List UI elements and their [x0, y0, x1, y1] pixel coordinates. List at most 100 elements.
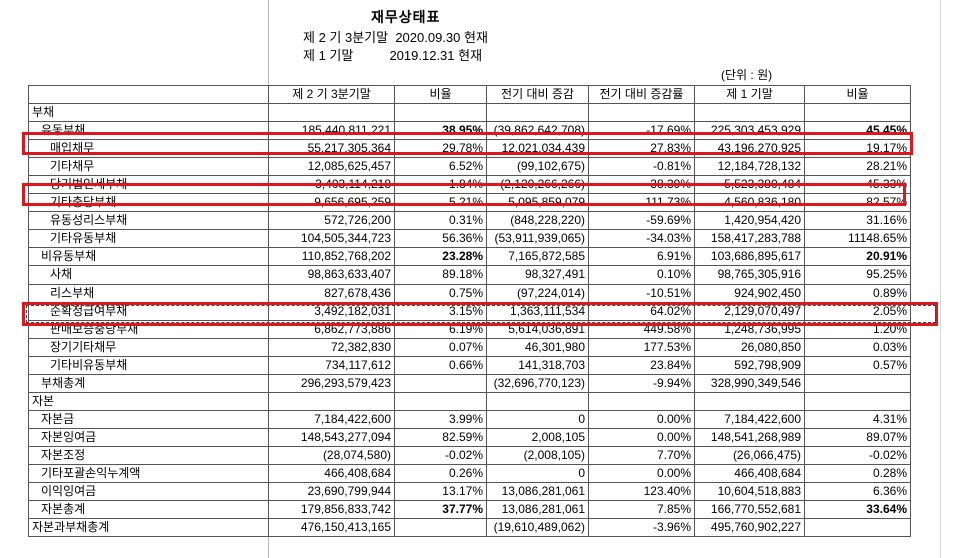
change-cell: (19,610,489,062) — [486, 518, 589, 538]
grid-edge-line — [940, 0, 941, 558]
prior-period-cell: 495,760,902,227 — [694, 518, 805, 538]
table-row: 기타비유동부채 734,117,612 0.66% 141,318,703 23.84%… — [28, 355, 911, 375]
current-ratio-cell — [394, 518, 487, 538]
header-prior-period: 제 1 기말 — [694, 84, 805, 105]
current-ratio-cell: 13.17% — [394, 482, 487, 502]
current-period-cell: 7,184,422,600 — [268, 409, 395, 429]
prior-period-cell: 103,686,895,617 — [694, 247, 805, 267]
prior-period-cell: 12,184,728,132 — [694, 157, 805, 177]
change-cell: 1,363,111,534 — [486, 301, 589, 321]
change-rate-cell: -17.69% — [588, 121, 695, 141]
prior-period-cell: 466,408,684 — [694, 463, 805, 484]
prior-period-cell: 148,541,268,989 — [694, 427, 805, 447]
table-row: 당기법인세부채 3,403,114,218 1.84% (2,120,266,266)… — [28, 175, 911, 195]
change-cell: 98,327,491 — [486, 265, 589, 285]
account-name: 기타충당부채 — [28, 193, 269, 213]
change-cell: (848,228,220) — [486, 211, 589, 231]
change-rate-cell: 23.84% — [588, 355, 695, 375]
prior-ratio-cell: 89.07% — [804, 427, 911, 447]
account-name: 당기법인세부채 — [28, 175, 269, 195]
prior-period-cell: 1,248,736,995 — [694, 319, 805, 339]
prior-period-cell: 1,420,954,420 — [694, 211, 805, 231]
prior-ratio-cell: 0.57% — [804, 355, 911, 375]
account-name: 이익잉여금 — [28, 482, 269, 502]
table-row: 이익잉여금 23,690,799,944 13.17% 13,086,281,061 1… — [28, 482, 911, 502]
change-rate-cell — [588, 391, 695, 411]
account-name: 부채총계 — [28, 373, 269, 393]
prior-period-cell: 2,129,070,497 — [694, 301, 805, 321]
change-rate-cell: -3.96% — [588, 518, 695, 538]
current-ratio-cell: 38.95% — [394, 121, 487, 141]
header-prior-ratio: 비율 — [804, 84, 911, 105]
change-cell: 7,165,872,585 — [486, 247, 589, 267]
prior-ratio-cell — [804, 373, 911, 393]
current-ratio-cell: 56.36% — [394, 229, 487, 249]
table-row: 기타채무 12,085,625,457 6.52% (99,102,675) -0.81… — [28, 157, 911, 177]
current-period-cell: 466,408,684 — [268, 463, 395, 484]
change-cell: (97,224,014) — [486, 283, 589, 303]
account-name: 자본조정 — [28, 445, 269, 465]
current-ratio-cell: 1.84% — [394, 175, 487, 195]
prior-period-cell: 166,770,552,681 — [694, 500, 805, 520]
current-period-cell: 104,505,344,723 — [268, 229, 395, 249]
account-name: 매입채무 — [28, 139, 269, 159]
account-name: 순확정급여부채 — [28, 301, 269, 321]
table-row: 자본조정 (28,074,580) -0.02% (2,008,105) 7.70% (2… — [28, 445, 911, 465]
change-cell: 5,614,036,891 — [486, 319, 589, 339]
table-row: 유동성리스부채 572,726,200 0.31% (848,228,220) -59.… — [28, 211, 911, 231]
change-cell: 46,301,980 — [486, 337, 589, 357]
table-row: 자본잉여금 148,543,277,094 82.59% 2,008,105 0.00%… — [28, 427, 911, 447]
current-ratio-cell: 3.99% — [394, 409, 487, 429]
account-name: 장기기타채무 — [28, 337, 269, 357]
prior-period-cell: 5,523,380,484 — [694, 175, 805, 195]
current-ratio-cell: 89.18% — [394, 265, 487, 285]
change-rate-cell: 7.85% — [588, 500, 695, 520]
current-period-cell — [268, 391, 395, 411]
prior-ratio-cell — [804, 518, 911, 538]
prior-period-cell: 592,798,909 — [694, 355, 805, 375]
prior-period-cell: 4,560,836,180 — [694, 193, 805, 213]
current-ratio-cell — [394, 373, 487, 393]
prior-period-cell: 10,604,518,883 — [694, 482, 805, 502]
current-period-cell: 296,293,579,423 — [268, 373, 395, 393]
table-row: 유동부채 185,440,811,221 38.95% (39,862,642,708… — [28, 121, 911, 141]
current-period-cell: 72,382,830 — [268, 337, 395, 357]
current-period-cell: 148,543,277,094 — [268, 427, 395, 447]
table-row: 비유동부채 110,852,768,202 23.28% 7,165,872,585 6… — [28, 247, 911, 267]
current-period-cell: 9,656,695,259 — [268, 193, 395, 213]
current-period-cell: 55,217,305,364 — [268, 139, 395, 159]
table-row: 자본과부채총계 476,150,413,165 (19,610,489,062) -3… — [28, 518, 911, 538]
prior-ratio-cell: 6.36% — [804, 482, 911, 502]
account-name: 유동부채 — [28, 121, 269, 141]
table-row: 장기기타채무 72,382,830 0.07% 46,301,980 177.53% 26… — [28, 337, 911, 357]
prior-ratio-cell — [804, 391, 911, 411]
change-cell: 0 — [486, 463, 589, 484]
current-period-cell: 3,492,182,031 — [268, 301, 395, 321]
account-name: 자본잉여금 — [28, 427, 269, 447]
account-name: 리스부채 — [28, 283, 269, 303]
prior-ratio-cell — [804, 103, 911, 123]
account-name: 비유동부채 — [28, 247, 269, 267]
account-name: 자본총계 — [28, 500, 269, 520]
current-period-cell: 3,403,114,218 — [268, 175, 395, 195]
table-row: 자본 — [28, 391, 911, 411]
change-rate-cell: 7.70% — [588, 445, 695, 465]
prior-period-cell: 98,765,305,916 — [694, 265, 805, 285]
current-ratio-cell: 0.66% — [394, 355, 487, 375]
account-name: 부채 — [28, 103, 269, 123]
change-cell: 5,095,859,079 — [486, 193, 589, 213]
change-rate-cell: 111.73% — [588, 193, 695, 213]
current-ratio-cell: 23.28% — [394, 247, 487, 267]
change-cell: (99,102,675) — [486, 157, 589, 177]
current-period-cell: 572,726,200 — [268, 211, 395, 231]
balance-sheet-table: 제 2 기 3분기말 비율 전기 대비 증감 전기 대비 증감률 제 1 기말 … — [28, 84, 911, 538]
table-row: 자본금 7,184,422,600 3.99% 0 0.00% 7,184,422,600… — [28, 409, 911, 429]
change-rate-cell: -59.69% — [588, 211, 695, 231]
prior-ratio-cell: 1.20% — [804, 319, 911, 339]
prior-ratio-cell: 45.33% — [804, 175, 911, 195]
account-name: 자본금 — [28, 409, 269, 429]
prior-ratio-cell: 0.89% — [804, 283, 911, 303]
change-cell: (32,696,770,123) — [486, 373, 589, 393]
change-cell: 2,008,105 — [486, 427, 589, 447]
change-rate-cell: -0.81% — [588, 157, 695, 177]
